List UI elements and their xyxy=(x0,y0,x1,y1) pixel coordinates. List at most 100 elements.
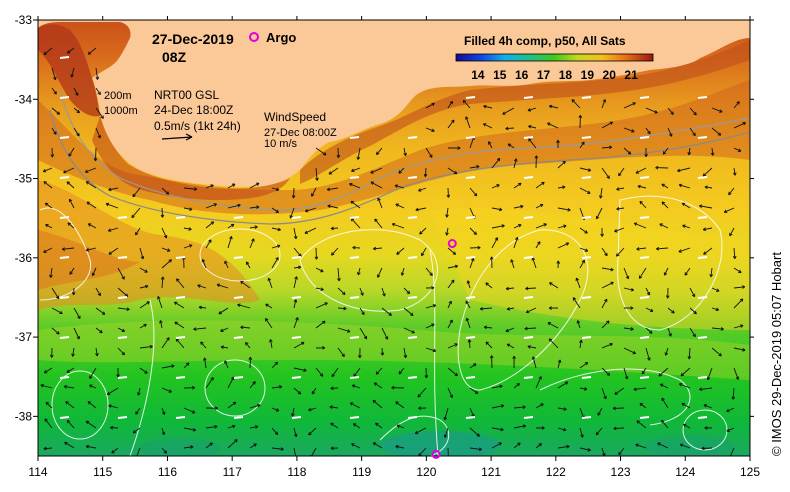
wind-barb xyxy=(523,376,534,379)
current-vector-head xyxy=(326,187,331,192)
current-vector-head xyxy=(692,132,696,137)
current-vector-head xyxy=(557,359,562,363)
current-vector-head xyxy=(174,321,178,325)
current-vector xyxy=(447,447,449,456)
current-vector xyxy=(246,261,251,269)
current-vector xyxy=(703,227,713,231)
current-vector-head xyxy=(449,394,454,398)
current-vector xyxy=(557,407,567,410)
current-vector xyxy=(87,401,97,409)
current-vector xyxy=(135,227,141,236)
current-vector-head xyxy=(224,360,228,364)
current-vector-head xyxy=(132,193,136,198)
wind-barb xyxy=(639,376,650,379)
current-vector-head xyxy=(395,401,399,405)
current-vector xyxy=(689,327,696,337)
current-vector xyxy=(661,420,669,429)
current-vector-head xyxy=(42,168,47,173)
current-vector xyxy=(513,182,522,189)
current-vector-head xyxy=(376,274,381,278)
current-vector xyxy=(447,167,458,175)
argo-legend-label: Argo xyxy=(266,30,296,45)
current-vector xyxy=(513,425,526,429)
current-vector-head xyxy=(457,146,461,150)
current-vector-head xyxy=(231,183,236,187)
current-vector xyxy=(351,443,361,449)
current-vector-head xyxy=(140,255,145,260)
current-vector xyxy=(73,107,80,114)
current-vector xyxy=(315,302,328,309)
wind-barb xyxy=(465,256,476,259)
current-vector-head xyxy=(320,268,324,273)
wind-barb xyxy=(291,216,302,219)
current-vector-head xyxy=(257,403,261,408)
current-vector-head xyxy=(352,423,357,427)
current-vector xyxy=(108,227,119,232)
current-vector xyxy=(662,147,669,155)
current-vector-head xyxy=(581,259,585,264)
current-vector xyxy=(315,367,324,377)
current-vector-head xyxy=(682,423,687,428)
current-vector xyxy=(92,267,97,276)
current-vector xyxy=(331,247,339,256)
current-vector xyxy=(227,183,236,189)
current-vector-head xyxy=(578,114,583,119)
current-vector-head xyxy=(432,348,437,353)
current-vector-head xyxy=(681,202,686,207)
current-vector xyxy=(528,125,537,129)
current-vector xyxy=(271,361,278,369)
current-vector-head xyxy=(132,430,137,434)
current-vector-head xyxy=(106,391,111,396)
current-vector xyxy=(425,127,435,132)
current-vector-head xyxy=(43,249,47,253)
wind-barb xyxy=(407,216,418,219)
current-vector-head xyxy=(540,403,544,407)
current-vector xyxy=(374,218,383,229)
current-vector xyxy=(667,307,675,314)
current-vector xyxy=(689,127,696,136)
current-vector-head xyxy=(709,274,714,278)
wind-barb xyxy=(59,336,70,339)
current-vector-head xyxy=(729,456,732,459)
current-vector xyxy=(161,427,165,435)
x-tick-label: 116 xyxy=(158,465,177,479)
current-vector xyxy=(724,207,735,213)
current-vector xyxy=(72,347,75,357)
current-vector-head xyxy=(443,416,448,421)
current-vector xyxy=(667,127,673,137)
current-vector-head xyxy=(109,425,114,430)
current-vector xyxy=(635,167,647,174)
current-vector xyxy=(528,138,537,149)
current-vector-head xyxy=(165,191,170,195)
current-vector xyxy=(359,287,364,296)
current-vector xyxy=(202,259,207,269)
current-vector-head xyxy=(363,335,368,340)
current-vector xyxy=(491,385,503,389)
wind-barb xyxy=(407,296,418,299)
current-vector-head xyxy=(210,184,214,188)
current-vector xyxy=(403,347,407,358)
current-vector xyxy=(396,247,405,255)
current-vector-head xyxy=(331,373,335,378)
current-vector-head xyxy=(274,361,279,366)
current-vector xyxy=(327,205,339,209)
current-vector-head xyxy=(107,228,112,232)
current-vector-head xyxy=(77,315,81,320)
wind-barb xyxy=(59,296,70,299)
current-vector-head xyxy=(614,229,618,233)
current-vector-head xyxy=(638,275,643,279)
current-vector-head xyxy=(470,257,475,262)
wind-barb xyxy=(581,216,592,219)
current-vector-head xyxy=(59,310,63,315)
current-vector-head xyxy=(507,143,512,147)
current-vector-head xyxy=(166,248,171,252)
colorbar-tick-label: 15 xyxy=(493,68,507,82)
current-vector xyxy=(467,280,471,289)
current-vector xyxy=(579,247,588,252)
current-vector xyxy=(677,167,691,172)
current-vector-head xyxy=(85,444,90,449)
current-vector xyxy=(444,427,449,438)
current-vector-head xyxy=(668,333,672,337)
current-vector-head xyxy=(449,319,453,324)
current-vector xyxy=(679,383,691,389)
